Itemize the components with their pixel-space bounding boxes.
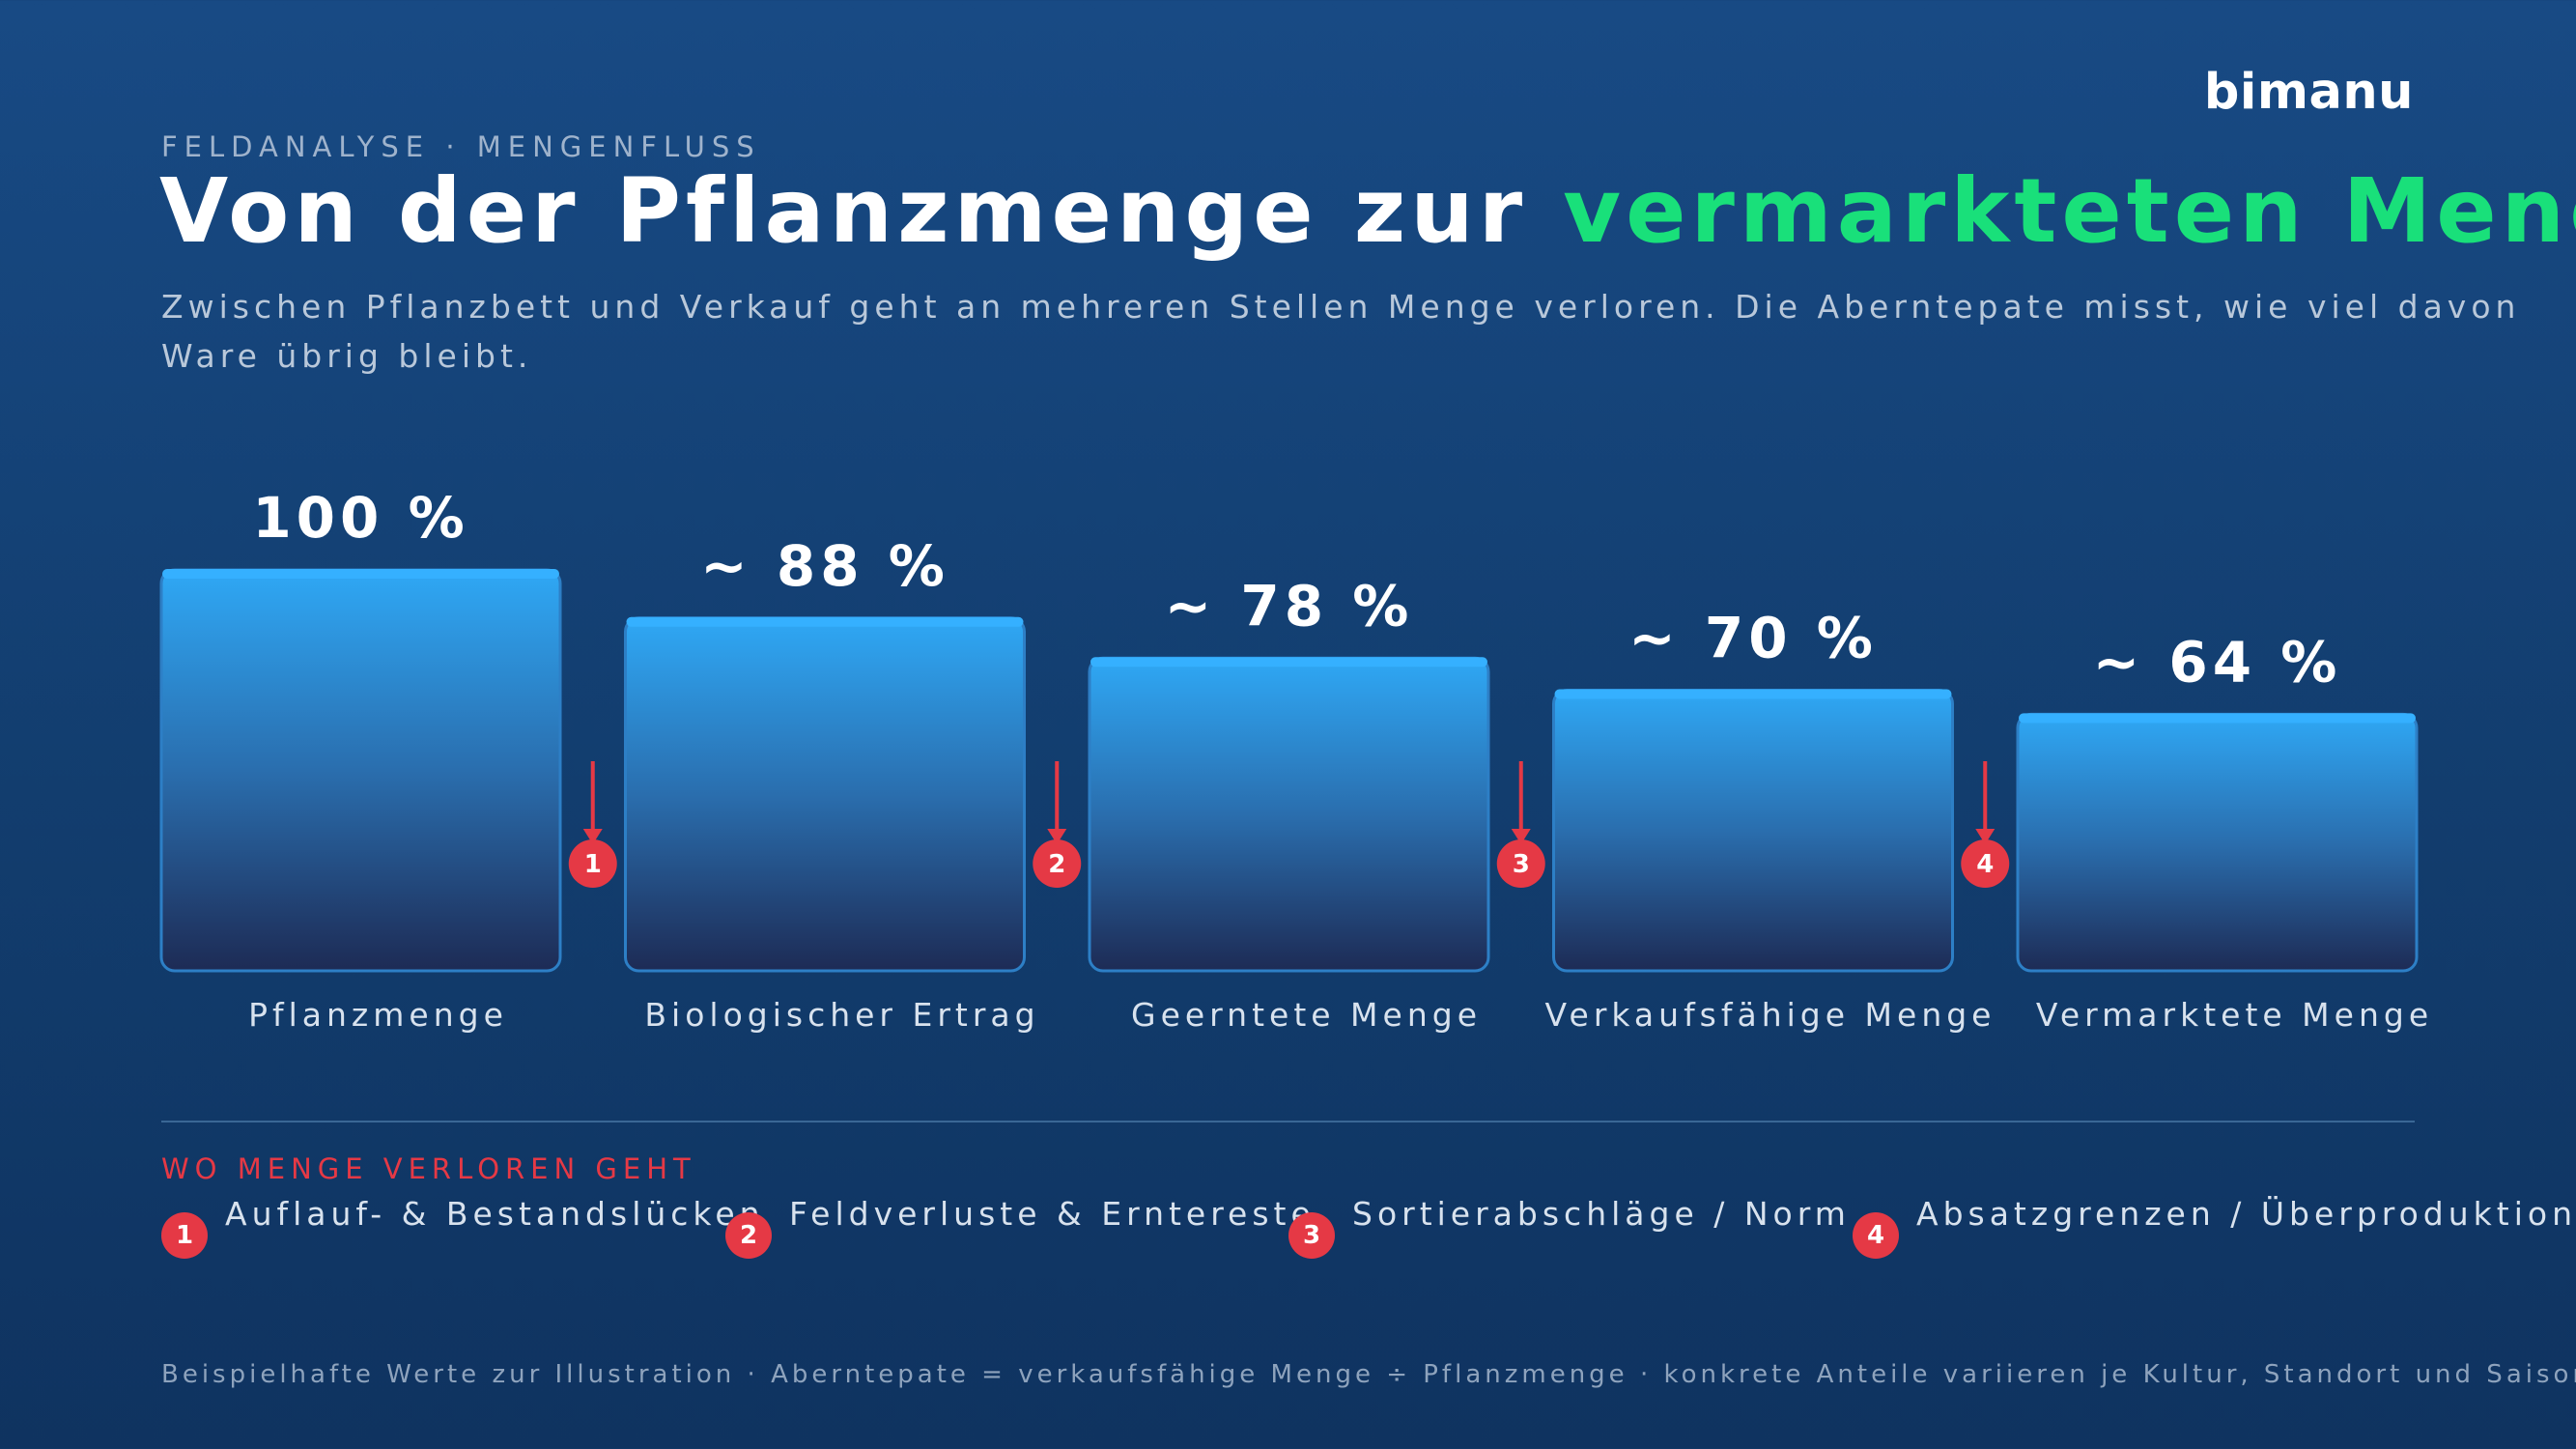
legend-item-label: Auflauf- & Bestandslücken	[225, 1195, 765, 1233]
bar-top-highlight	[626, 616, 1024, 627]
page-title: Von der Pflanzmenge zur vermarkteten Men…	[159, 162, 2576, 260]
category-label: Biologischer Ertrag	[644, 996, 1039, 1034]
legend-item-3: 3 Sortierabschläge / Norm	[1288, 1195, 1851, 1259]
loss-marker	[1961, 839, 2010, 888]
bar-value-label: ~ 78 %	[1165, 573, 1414, 639]
footnote: Beispielhafte Werte zur Illustration · A…	[161, 1360, 2576, 1389]
loss-arrow-head	[1511, 829, 1531, 844]
legend-item-label: Feldverluste & Erntereste	[789, 1195, 1316, 1233]
bar-value-label: ~ 64 %	[2093, 629, 2342, 695]
bar-top-highlight	[162, 569, 559, 579]
loss-marker-badge: 2	[725, 1212, 772, 1259]
subtitle: Zwischen Pflanzbett und Verkauf geht an …	[161, 282, 2576, 381]
category-label: Geerntete Menge	[1131, 996, 1482, 1034]
eyebrow-label: FELDANALYSE · MENGENFLUSS	[161, 130, 761, 163]
title-highlight: vermarkteten Menge	[1563, 159, 2576, 263]
loss-arrow-head	[582, 829, 603, 844]
bar-top-highlight	[1554, 689, 1952, 699]
subtitle-line-1: Zwischen Pflanzbett und Verkauf geht an …	[161, 288, 2521, 326]
legend-item-4: 4 Absatzgrenzen / Überproduktion	[1853, 1195, 2576, 1259]
legend-item-2: 2 Feldverluste & Erntereste	[725, 1195, 1316, 1259]
title-text: Von der Pflanzmenge zur	[159, 159, 1564, 263]
legend-item-1: 1 Auflauf- & Bestandslücken	[161, 1195, 765, 1259]
bar-top-highlight	[2019, 713, 2416, 724]
loss-marker-badge: 1	[161, 1212, 208, 1259]
bar	[159, 568, 562, 973]
loss-marker-label: 4	[1976, 850, 1994, 879]
category-label: Vermarktete Menge	[2036, 996, 2433, 1034]
loss-arrow-head	[1975, 829, 1996, 844]
funnel-bar-chart: 100 % Pflanzmenge ~ 88 % Biologischer Ertra…	[159, 485, 2433, 1034]
loss-marker-label: 2	[1048, 850, 1065, 879]
loss-marker	[568, 839, 617, 888]
loss-marker-badge: 4	[1853, 1212, 1899, 1259]
category-label: Verkaufsfähige Menge	[1545, 996, 1996, 1034]
legend-heading: WO MENGE VERLOREN GEHT	[161, 1152, 696, 1185]
loss-marker-label: 1	[584, 850, 602, 879]
bar	[1088, 656, 1490, 973]
bar-value-label: ~ 70 %	[1628, 606, 1878, 671]
section-divider	[161, 1121, 2415, 1122]
brand-logo: bimanu	[2203, 64, 2414, 121]
bar	[1552, 689, 1954, 973]
category-label: Pflanzmenge	[248, 996, 508, 1034]
loss-arrow-head	[1047, 829, 1067, 844]
loss-marker	[1496, 839, 1545, 888]
loss-marker	[1033, 839, 1082, 888]
legend-item-label: Sortierabschläge / Norm	[1352, 1195, 1851, 1233]
subtitle-line-2: Ware übrig bleibt.	[161, 337, 533, 375]
bar	[624, 616, 1026, 973]
bar	[2016, 712, 2419, 973]
bar-top-highlight	[1090, 657, 1487, 668]
bar-value-label: 100 %	[252, 485, 468, 551]
loss-marker-label: 3	[1513, 850, 1530, 879]
legend-item-label: Absatzgrenzen / Überproduktion	[1916, 1195, 2576, 1233]
bar-value-label: ~ 88 %	[700, 533, 949, 599]
loss-marker-badge: 3	[1288, 1212, 1335, 1259]
